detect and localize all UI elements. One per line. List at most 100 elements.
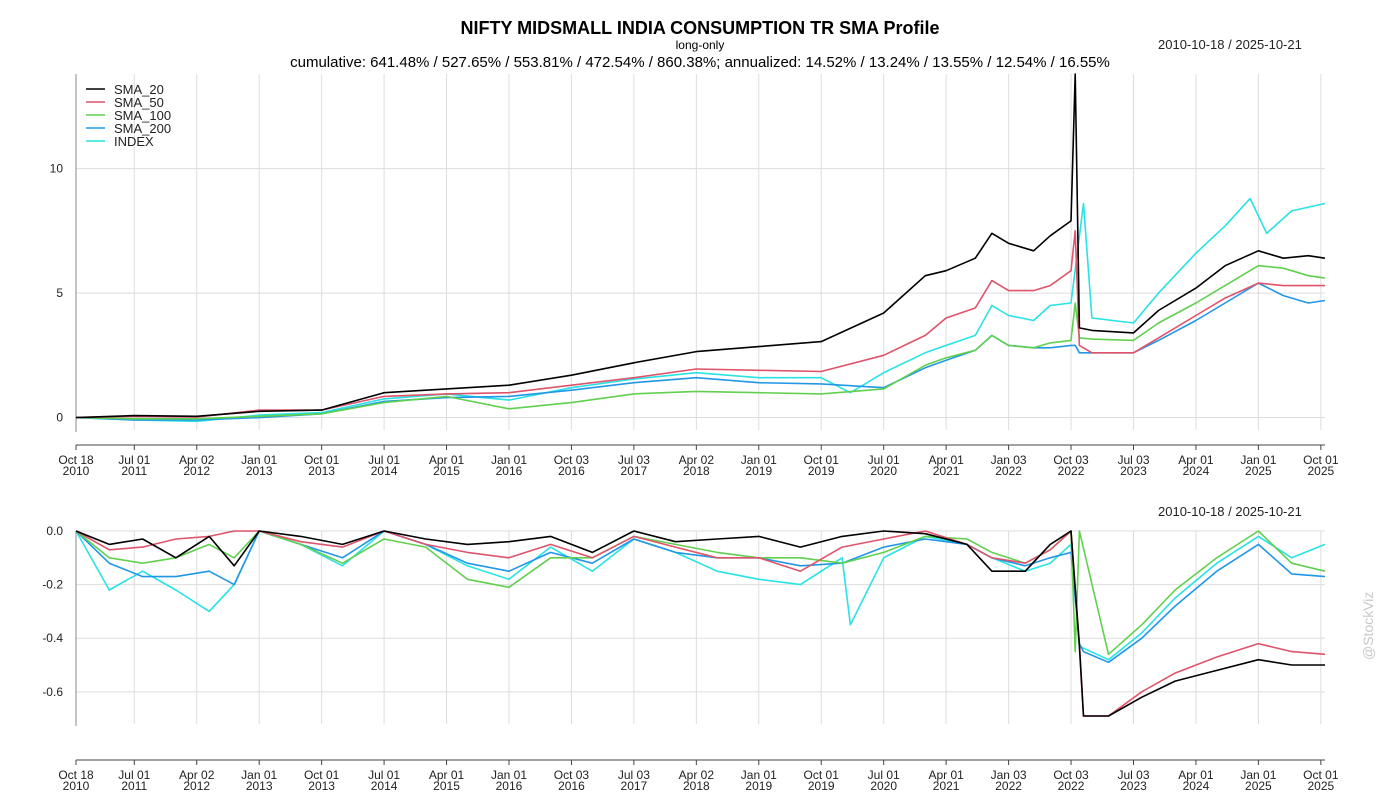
x-tick-label: Apr 02: [179, 453, 215, 467]
x-tick-year: 2011: [121, 779, 147, 793]
x-tick-year: 2025: [1245, 464, 1272, 478]
y-tick-label: 0.0: [46, 524, 63, 538]
x-tick-label: Jul 01: [368, 768, 400, 782]
x-tick-year: 2015: [433, 779, 460, 793]
x-tick-year: 2013: [246, 464, 273, 478]
performance-stats: cumulative: 641.48% / 527.65% / 553.81% …: [290, 54, 1110, 71]
x-tick-label: Jan 01: [1240, 453, 1276, 467]
x-tick-label: Jan 01: [241, 453, 277, 467]
series-line-sma-20-drawdown: [75, 530, 1325, 717]
x-tick-year: 2019: [745, 464, 772, 478]
y-tick-label: 10: [50, 162, 64, 176]
series-line-sma-100-cumulative: [75, 264, 1326, 420]
x-tick-year: 2022: [995, 779, 1022, 793]
x-tick-label: Jan 01: [741, 768, 777, 782]
x-tick-label: Jan 03: [991, 453, 1027, 467]
x-tick-label: Apr 01: [429, 768, 465, 782]
x-tick-year: 2022: [1058, 779, 1085, 793]
x-tick-label: Jan 01: [491, 768, 527, 782]
x-tick-year: 2012: [183, 464, 210, 478]
series-line-index-cumulative: [75, 197, 1326, 423]
x-tick-year: 2011: [121, 464, 147, 478]
chart-subtitle: long-only: [675, 38, 725, 52]
x-tick-label: Jul 03: [1117, 453, 1149, 467]
x-tick-label: Apr 01: [429, 453, 465, 467]
x-tick-year: 2018: [683, 779, 710, 793]
x-tick-year: 2022: [995, 464, 1022, 478]
legend-label-sma-200: SMA_200: [114, 121, 171, 136]
x-tick-label: Oct 03: [1053, 768, 1089, 782]
x-tick-year: 2019: [808, 464, 835, 478]
x-tick-year: 2021: [933, 464, 960, 478]
x-tick-year: 2010: [63, 464, 90, 478]
x-tick-label: Apr 02: [179, 768, 215, 782]
x-tick-year: 2016: [496, 464, 523, 478]
x-tick-label: Oct 01: [304, 453, 340, 467]
x-tick-label: Oct 01: [1303, 768, 1339, 782]
x-tick-label: Apr 01: [1178, 453, 1214, 467]
x-tick-label: Apr 01: [928, 453, 964, 467]
x-tick-year: 2025: [1307, 464, 1334, 478]
legend-label-index: INDEX: [114, 134, 154, 149]
y-tick-label: -0.6: [42, 685, 63, 699]
legend-label-sma-20: SMA_20: [114, 82, 164, 97]
x-tick-year: 2010: [63, 779, 90, 793]
x-tick-label: Jul 01: [118, 768, 150, 782]
series-line-sma-20-cumulative: [75, 73, 1326, 419]
x-tick-label: Jul 03: [1117, 768, 1149, 782]
x-tick-year: 2023: [1120, 779, 1147, 793]
x-tick-label: Jan 03: [991, 768, 1027, 782]
series-line-sma-50-drawdown: [75, 530, 1326, 717]
x-tick-year: 2018: [683, 464, 710, 478]
y-tick-label: 5: [56, 286, 63, 300]
x-tick-year: 2016: [496, 779, 523, 793]
legend-label-sma-100: SMA_100: [114, 108, 171, 123]
x-tick-label: Jul 01: [868, 768, 900, 782]
y-tick-label: -0.2: [42, 578, 63, 592]
date-range-bottom: 2010-10-18 / 2025-10-21: [1158, 504, 1302, 519]
x-tick-label: Jul 03: [618, 768, 650, 782]
y-tick-label: 0: [56, 411, 63, 425]
x-tick-label: Apr 02: [679, 453, 715, 467]
x-tick-label: Jul 01: [368, 453, 400, 467]
x-tick-label: Jan 01: [241, 768, 277, 782]
series-line-sma-200-drawdown: [75, 530, 1326, 664]
x-tick-year: 2014: [371, 779, 398, 793]
x-tick-year: 2023: [1120, 464, 1147, 478]
x-tick-year: 2020: [870, 779, 897, 793]
x-tick-label: Oct 01: [804, 453, 840, 467]
x-tick-year: 2015: [433, 464, 460, 478]
x-tick-year: 2017: [621, 464, 648, 478]
x-tick-label: Jul 01: [868, 453, 900, 467]
x-tick-year: 2017: [621, 779, 648, 793]
x-tick-label: Jul 01: [118, 453, 150, 467]
x-tick-year: 2021: [933, 779, 960, 793]
x-tick-label: Oct 03: [554, 453, 590, 467]
x-tick-year: 2013: [246, 779, 273, 793]
x-tick-label: Oct 18: [58, 768, 94, 782]
x-tick-label: Jan 01: [491, 453, 527, 467]
x-tick-label: Apr 02: [679, 768, 715, 782]
x-tick-year: 2014: [371, 464, 398, 478]
x-tick-label: Oct 18: [58, 453, 94, 467]
x-tick-year: 2012: [183, 779, 210, 793]
x-tick-year: 2019: [745, 779, 772, 793]
x-tick-label: Jan 01: [741, 453, 777, 467]
x-tick-label: Apr 01: [928, 768, 964, 782]
x-tick-year: 2013: [308, 779, 335, 793]
x-tick-label: Jul 03: [618, 453, 650, 467]
x-tick-year: 2020: [870, 464, 897, 478]
x-tick-year: 2013: [308, 464, 335, 478]
date-range-top: 2010-10-18 / 2025-10-21: [1158, 37, 1302, 52]
x-tick-year: 2019: [808, 779, 835, 793]
x-tick-year: 2024: [1183, 464, 1210, 478]
x-tick-year: 2022: [1058, 464, 1085, 478]
y-tick-label: -0.4: [42, 631, 63, 645]
chart-title: NIFTY MIDSMALL INDIA CONSUMPTION TR SMA …: [460, 18, 940, 38]
x-tick-label: Oct 01: [304, 768, 340, 782]
x-tick-label: Jan 01: [1240, 768, 1276, 782]
series-line-sma-50-cumulative: [75, 230, 1325, 419]
x-tick-label: Apr 01: [1178, 768, 1214, 782]
